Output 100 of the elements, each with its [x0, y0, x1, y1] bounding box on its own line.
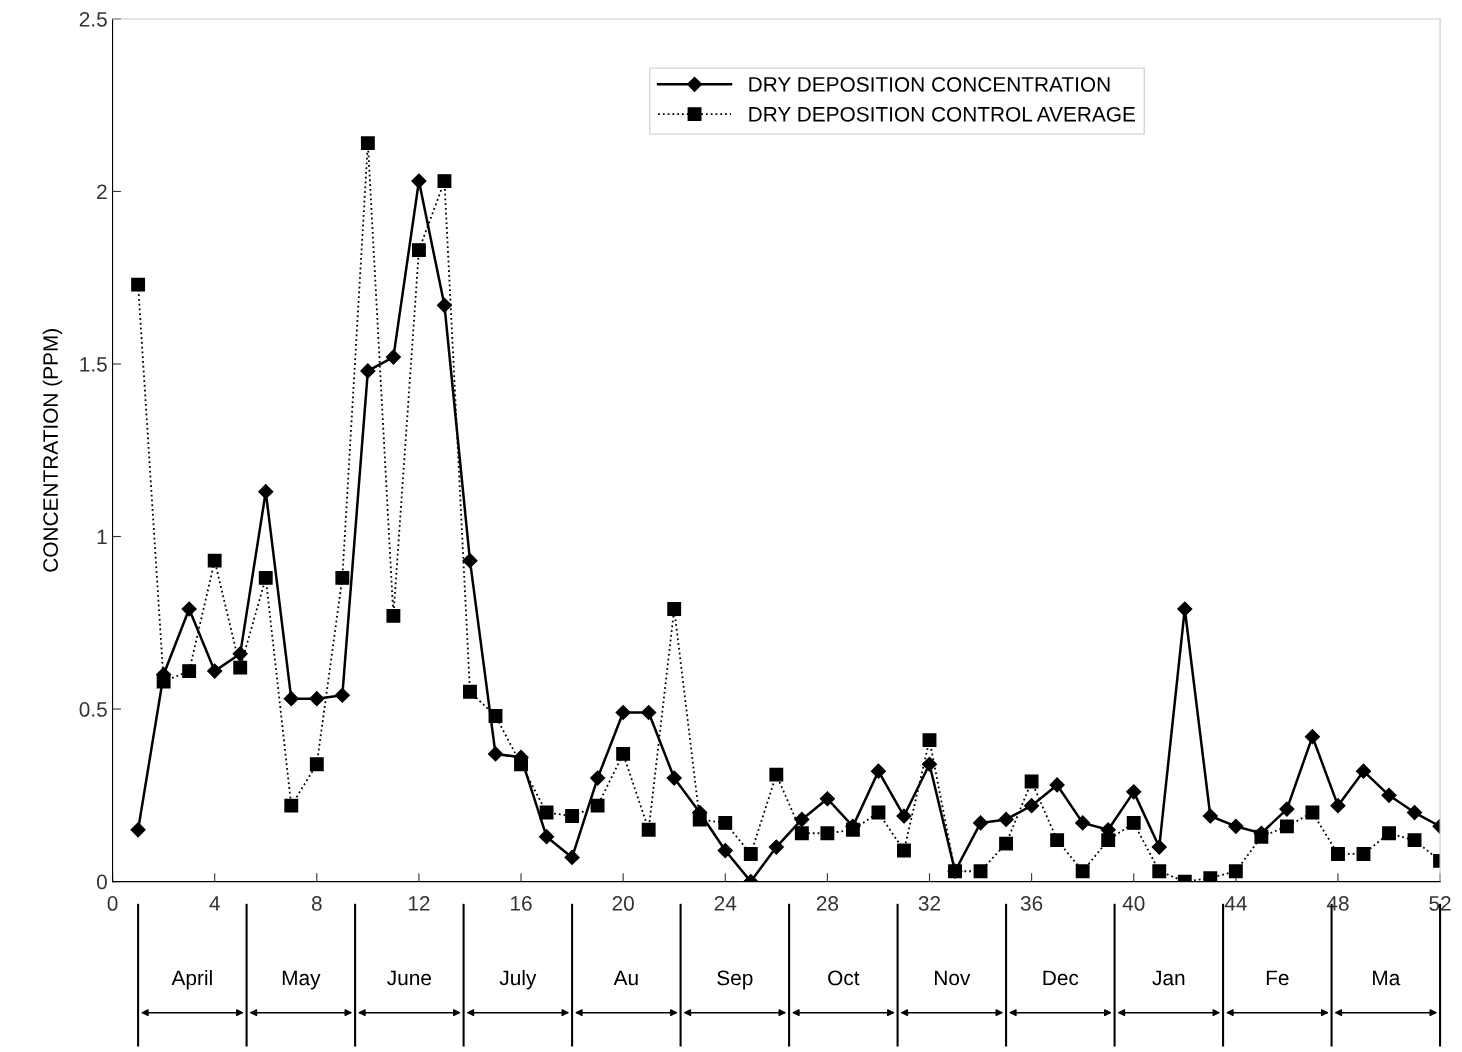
point	[487, 746, 504, 762]
point	[539, 805, 554, 820]
point	[897, 843, 911, 858]
point	[896, 808, 912, 824]
x-tick-label: 16	[511, 896, 532, 911]
point	[1406, 804, 1423, 821]
point	[1101, 833, 1116, 848]
point	[1279, 801, 1295, 817]
point	[948, 864, 962, 879]
x-tick-label: 48	[1326, 896, 1349, 911]
point	[819, 791, 835, 807]
point	[462, 553, 478, 569]
point	[717, 842, 733, 859]
point	[1381, 787, 1397, 803]
point	[641, 822, 656, 837]
point	[360, 136, 375, 151]
text: June	[387, 970, 432, 986]
point	[207, 663, 223, 679]
point	[156, 674, 171, 689]
point	[1407, 833, 1422, 848]
text: Fe	[1266, 970, 1289, 986]
point	[207, 553, 222, 568]
point	[667, 602, 682, 616]
y-tick-label: 0.5	[79, 702, 107, 717]
text: Sep	[717, 970, 753, 990]
point	[1024, 798, 1040, 814]
point	[335, 570, 350, 585]
point	[514, 757, 528, 772]
point	[1202, 808, 1218, 824]
point	[411, 173, 427, 189]
point	[182, 664, 197, 679]
legend-label: DRY DEPOSITION CONCENTRATION	[749, 77, 1110, 92]
point	[565, 809, 580, 823]
y-tick-label: 2.5	[79, 11, 107, 27]
text: Jan	[1152, 970, 1185, 986]
x-tick-label: 20	[612, 896, 634, 911]
y-tick-label: 2	[97, 184, 107, 200]
point	[1330, 798, 1346, 814]
point	[922, 733, 937, 748]
point	[284, 798, 299, 813]
x-tick-label: 0	[107, 896, 118, 911]
point	[769, 767, 784, 782]
point	[564, 849, 580, 865]
point	[488, 709, 503, 723]
point	[845, 822, 860, 837]
y-axis-title: CONCENTRATION (PPM)	[42, 329, 63, 572]
point	[1254, 829, 1269, 844]
point	[1177, 601, 1193, 617]
point	[692, 812, 707, 827]
point	[768, 839, 784, 855]
point	[666, 770, 682, 786]
point	[820, 826, 835, 841]
text: April	[171, 969, 212, 990]
x-tick-label: 12	[408, 896, 430, 911]
point	[1203, 871, 1218, 882]
point	[1024, 774, 1039, 789]
point	[1382, 826, 1396, 841]
x-tick-label: 36	[1020, 896, 1043, 911]
point	[309, 691, 325, 707]
point	[411, 243, 426, 258]
point	[921, 756, 938, 772]
point	[1049, 777, 1065, 793]
x-tick-label: 52	[1429, 896, 1451, 911]
y-tick-label: 1	[97, 529, 107, 545]
point	[437, 174, 452, 189]
x-tick-label: 8	[311, 896, 322, 911]
text: July	[499, 969, 537, 990]
point	[1331, 847, 1345, 861]
text: Ma	[1373, 970, 1401, 986]
point	[385, 349, 401, 365]
point	[590, 770, 606, 786]
x-tick-label: 24	[714, 896, 737, 911]
point	[794, 826, 809, 841]
point	[590, 798, 605, 813]
point	[1151, 839, 1167, 855]
point	[309, 757, 324, 772]
point	[743, 847, 758, 861]
point	[1228, 864, 1243, 879]
point	[616, 746, 631, 761]
point	[1355, 763, 1372, 779]
point	[1050, 833, 1065, 848]
legend-label: DRY DEPOSITION CONTROL AVERAGE	[749, 106, 1136, 122]
point	[718, 815, 733, 830]
text: Dec	[1043, 970, 1079, 986]
y-tick-label: 1.5	[80, 357, 107, 372]
point	[870, 763, 887, 779]
point	[1126, 815, 1141, 830]
point	[641, 704, 657, 721]
point	[615, 704, 631, 721]
point	[1126, 784, 1142, 800]
point	[1075, 864, 1090, 879]
point	[463, 684, 477, 699]
y-tick-label: 0	[96, 874, 107, 890]
point	[131, 277, 146, 292]
point	[436, 297, 453, 313]
text: Nov	[935, 970, 971, 986]
x-tick-label: 44	[1224, 896, 1247, 911]
text: Oct	[828, 970, 860, 986]
point	[1228, 818, 1244, 834]
point	[258, 570, 273, 585]
